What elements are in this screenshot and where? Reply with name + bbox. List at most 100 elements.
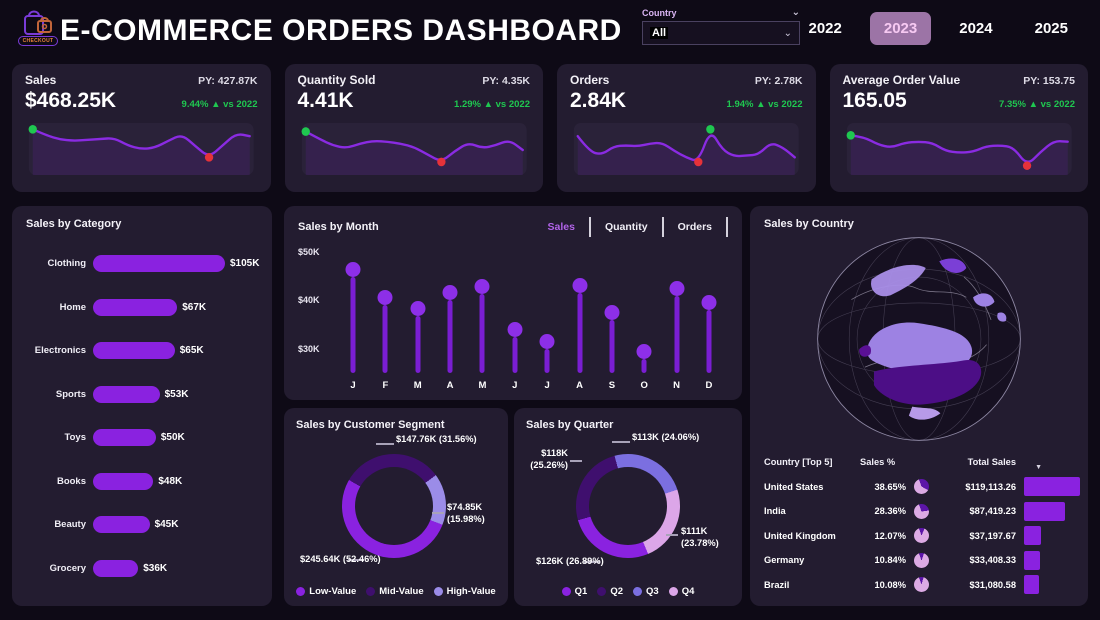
quarter-legend: Q1 Q2 Q3 Q4 [514, 586, 742, 597]
chart-title: Sales by Month [298, 221, 379, 233]
tab-orders[interactable]: Orders [664, 219, 726, 235]
lollipop-sep[interactable]: S [599, 247, 625, 391]
category-label: Toys [64, 432, 86, 444]
lollipop-mar[interactable]: M [405, 247, 431, 391]
lollipop-aug[interactable]: A [567, 247, 593, 391]
category-label: Electronics [34, 345, 86, 357]
globe-map[interactable] [806, 232, 1032, 451]
lollipop-oct[interactable]: O [631, 247, 657, 391]
lollipop-may[interactable]: M [469, 247, 495, 391]
year-button-2023[interactable]: 2023 [869, 12, 932, 45]
kpi-title: Average Order Value [842, 73, 961, 87]
legend-dot [433, 587, 443, 596]
segment-donut-chart[interactable] [342, 454, 446, 558]
pct-pie-icon [914, 503, 929, 519]
kpi-py-value: PY: 153.75 [1023, 75, 1075, 87]
sales-by-month-card: Sales by Month Sales Quantity Orders $50… [284, 206, 742, 400]
kpi-delta: 9.44% ▲ vs 2022 [181, 99, 258, 110]
category-label: Home [59, 301, 86, 313]
page-title: E-COMMERCE ORDERS DASHBOARD [60, 14, 622, 47]
legend-item-mid: Mid-Value [366, 586, 424, 597]
lollipop-apr[interactable]: A [437, 247, 463, 391]
table-row-brazil[interactable]: Brazil 10.08% $31,080.58 [764, 573, 1076, 598]
category-label: Books [56, 475, 86, 487]
table-row-india[interactable]: India 28.36% $87,419.23 [764, 499, 1076, 524]
category-bar[interactable] [93, 472, 154, 490]
category-value: $65K [179, 345, 204, 357]
category-value: $48K [158, 475, 183, 487]
lollipop-chart: $50K $40K $30K J F M A M J J A S O N D [298, 247, 728, 391]
pct-pie-icon [914, 528, 929, 544]
category-row-sports[interactable]: Sports $53K [26, 373, 258, 417]
month-label: M [413, 380, 422, 391]
table-row-united-states[interactable]: United States 38.65% $119,113.26 [764, 475, 1080, 500]
category-bar[interactable] [93, 429, 156, 447]
table-header-row: Country [Top 5] Sales % Total Sales [764, 450, 1076, 475]
y-axis-tick: $40K [298, 295, 320, 306]
lollipop-feb[interactable]: F [372, 247, 398, 391]
col-sales-pct[interactable]: Sales % [860, 457, 896, 468]
chart-title: Sales by Quarter [526, 419, 614, 431]
kpi-delta: 1.29% ▲ vs 2022 [454, 99, 530, 110]
callout-line [666, 534, 678, 536]
lollipop-jan[interactable]: J [340, 247, 366, 391]
pct-pie-icon [914, 479, 929, 495]
tab-quantity[interactable]: Quantity [591, 219, 662, 235]
col-total-sales[interactable]: Total Sales [967, 457, 1016, 468]
segment-legend: Low-Value Mid-Value High-Value [284, 586, 508, 597]
category-row-home[interactable]: Home $67K [26, 286, 258, 330]
legend-dot [597, 587, 607, 596]
lollipop-jun[interactable]: J [502, 247, 528, 391]
category-bar[interactable] [93, 255, 225, 273]
year-buttons: 2022 2023 2024 2025 [795, 12, 1083, 45]
category-bar[interactable] [93, 342, 175, 360]
category-label: Beauty [54, 519, 86, 531]
category-bar[interactable] [93, 385, 160, 403]
year-button-2024[interactable]: 2024 [945, 12, 1006, 45]
category-row-clothing[interactable]: Clothing $105K [26, 242, 259, 286]
category-label: Sports [55, 388, 86, 400]
year-button-2022[interactable]: 2022 [795, 12, 856, 45]
tab-divider [588, 217, 591, 237]
category-row-toys[interactable]: Toys $50K [26, 416, 258, 460]
category-row-electronics[interactable]: Electronics $65K [26, 329, 258, 373]
logo-label: CHECKOUT [17, 36, 59, 46]
legend-dot [296, 587, 306, 596]
table-row-united-kingdom[interactable]: United Kingdom 12.07% $37,197.67 [764, 524, 1076, 549]
category-value: $45K [154, 519, 179, 531]
country-select[interactable]: All ⌄ [642, 21, 800, 45]
kpi-card-aov: Average Order Value PY: 153.75 165.05 7.35… [829, 64, 1088, 192]
month-label: A [446, 380, 454, 391]
country-filter: Country ⌄ All ⌄ [642, 7, 800, 45]
callout-q1: $126K (26.89%) [536, 556, 604, 566]
category-row-grocery[interactable]: Grocery $36K [26, 547, 258, 591]
chevron-down-icon[interactable]: ⌄ [791, 7, 800, 18]
callout-q2: $118K (25.26%) [530, 448, 568, 470]
category-label: Grocery [49, 562, 86, 574]
category-bar[interactable] [93, 516, 150, 534]
col-country[interactable]: Country [Top 5] [764, 457, 833, 468]
month-label: D [705, 380, 713, 391]
chevron-down-icon: ⌄ [783, 27, 792, 39]
category-bar[interactable] [93, 559, 139, 577]
lollipop-nov[interactable]: N [664, 247, 690, 391]
legend-dot [633, 587, 642, 596]
category-row-beauty[interactable]: Beauty $45K [26, 503, 258, 547]
sort-descending-icon[interactable]: ▼ [1035, 464, 1042, 471]
kpi-title: Sales [25, 73, 57, 87]
lollipop-jul[interactable]: J [534, 247, 560, 391]
month-label: A [576, 380, 583, 391]
category-bar[interactable] [93, 298, 178, 316]
tab-divider [726, 217, 728, 237]
year-button-2025[interactable]: 2025 [1021, 12, 1082, 45]
callout-q3: $113K (24.06%) [632, 432, 700, 442]
kpi-py-value: PY: 2.78K [754, 75, 803, 87]
callout-low-value: $245.64K (52.46%) [300, 554, 381, 564]
lollipop-dec[interactable]: D [696, 247, 722, 391]
table-row-germany[interactable]: Germany 10.84% $33,408.33 [764, 548, 1076, 573]
tab-sales[interactable]: Sales [534, 219, 589, 235]
category-row-books[interactable]: Books $48K [26, 460, 258, 504]
quarter-donut-chart[interactable] [576, 454, 680, 558]
sales-by-country-card: Sales by Country [750, 206, 1088, 606]
globe-visual [817, 237, 1021, 441]
